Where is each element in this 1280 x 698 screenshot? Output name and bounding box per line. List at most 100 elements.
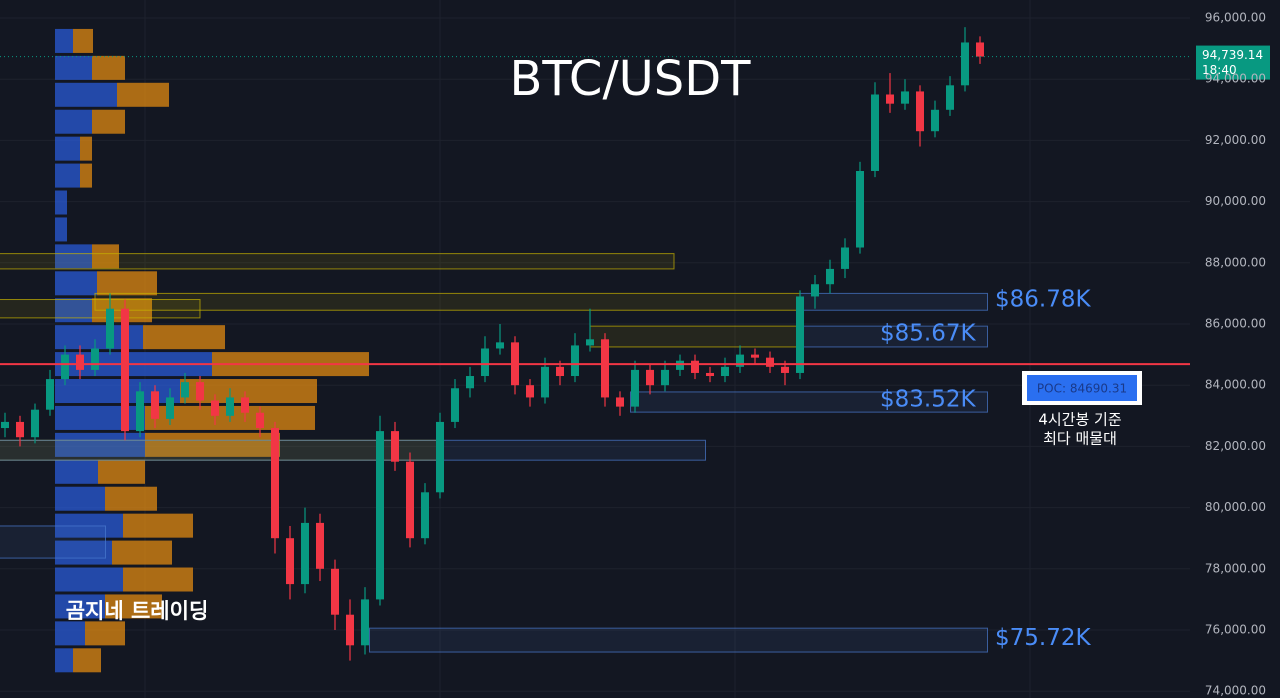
level-label: $83.52K xyxy=(880,386,976,412)
profile-buy xyxy=(55,82,117,107)
candle-body xyxy=(421,492,429,539)
candle-body xyxy=(751,354,759,358)
candle-body xyxy=(766,357,774,367)
candle-body xyxy=(61,354,69,380)
chart-title: BTC/USDT xyxy=(509,51,751,107)
profile-buy xyxy=(55,217,67,242)
candle-body xyxy=(181,382,189,398)
profile-sell xyxy=(145,432,280,457)
profile-sell xyxy=(92,55,125,80)
candle-body xyxy=(316,522,324,569)
profile-buy xyxy=(55,325,143,350)
poc-note: 최다 매물대 xyxy=(1043,430,1117,448)
zone xyxy=(630,391,988,413)
y-tick-label: 86,000.00 xyxy=(1205,316,1266,330)
candle-body xyxy=(376,431,384,600)
y-tick-label: 78,000.00 xyxy=(1205,561,1266,575)
profile-sell xyxy=(98,459,145,484)
price-tag-value: 94,739.14 xyxy=(1202,48,1263,62)
candle-body xyxy=(541,366,549,398)
y-tick-label: 80,000.00 xyxy=(1205,500,1266,514)
profile-buy xyxy=(55,405,145,430)
candle-body xyxy=(781,366,789,373)
zone xyxy=(799,292,988,311)
level-label: $75.72K xyxy=(995,625,1091,651)
candle-body xyxy=(346,614,354,646)
candle-body xyxy=(391,431,399,462)
profile-sell xyxy=(73,28,93,53)
candle-body xyxy=(616,397,624,407)
candle-body xyxy=(571,345,579,377)
profile-buy xyxy=(55,540,112,565)
candle-body xyxy=(661,369,669,386)
candle-body xyxy=(406,461,414,539)
candle-body xyxy=(601,339,609,398)
profile-buy xyxy=(55,594,105,619)
candle-body xyxy=(871,94,879,171)
candle-body xyxy=(796,296,804,373)
candle-body xyxy=(916,91,924,132)
profile-sell xyxy=(85,621,125,646)
candle-body xyxy=(721,366,729,377)
candle-body xyxy=(46,379,54,410)
candle-body xyxy=(856,170,864,248)
y-tick-label: 84,000.00 xyxy=(1205,378,1266,392)
profile-sell xyxy=(117,82,169,107)
candle-body xyxy=(886,94,894,104)
y-tick-label: 82,000.00 xyxy=(1205,439,1266,453)
poc-label: POC: 84690.31 xyxy=(1037,382,1127,396)
price-tag-time: 18:40 xyxy=(1202,63,1237,77)
candle-body xyxy=(16,421,24,438)
candle-body xyxy=(436,421,444,493)
level-label: $85.67K xyxy=(880,321,976,347)
profile-sell xyxy=(112,540,172,565)
profile-sell xyxy=(80,163,92,188)
candle-body xyxy=(496,342,504,349)
candle-body xyxy=(226,397,234,416)
candle-body xyxy=(331,568,339,615)
candle-body xyxy=(691,360,699,373)
y-tick-label: 74,000.00 xyxy=(1205,684,1266,698)
profile-buy xyxy=(55,486,105,511)
profile-buy xyxy=(55,136,80,161)
profile-buy xyxy=(55,28,73,53)
candle-body xyxy=(361,599,369,646)
profile-buy xyxy=(55,163,80,188)
candle-body xyxy=(811,284,819,297)
candle-body xyxy=(631,369,639,407)
zone xyxy=(0,299,201,319)
candle-body xyxy=(466,376,474,389)
candle-body xyxy=(151,391,159,419)
candle-body xyxy=(961,42,969,86)
profile-sell xyxy=(105,594,162,619)
candle-body xyxy=(241,397,249,413)
candle-body xyxy=(286,538,294,585)
zone xyxy=(0,525,106,559)
profile-sell xyxy=(123,513,193,538)
profile-buy xyxy=(55,379,180,404)
profile-buy xyxy=(55,459,98,484)
profile-buy xyxy=(55,648,73,673)
candle-body xyxy=(166,397,174,419)
profile-sell xyxy=(73,648,101,673)
y-tick-label: 94,000.00 xyxy=(1205,72,1266,86)
y-tick-label: 88,000.00 xyxy=(1205,255,1266,269)
y-tick-label: 96,000.00 xyxy=(1205,10,1266,24)
poc-note: 4시간봉 기준 xyxy=(1038,411,1122,429)
candle-body xyxy=(901,91,909,104)
profile-sell xyxy=(105,486,157,511)
profile-buy xyxy=(55,432,145,457)
profile-sell xyxy=(80,136,92,161)
zone xyxy=(0,253,675,270)
candle-body xyxy=(556,366,564,377)
poc-box xyxy=(1027,375,1137,401)
candle-body xyxy=(946,85,954,110)
candle-body xyxy=(136,391,144,432)
candle-body xyxy=(121,308,129,432)
candle-body xyxy=(256,412,264,429)
profile-buy xyxy=(55,55,92,80)
y-tick-label: 92,000.00 xyxy=(1205,133,1266,147)
candle-body xyxy=(301,522,309,585)
candle-body xyxy=(646,369,654,386)
